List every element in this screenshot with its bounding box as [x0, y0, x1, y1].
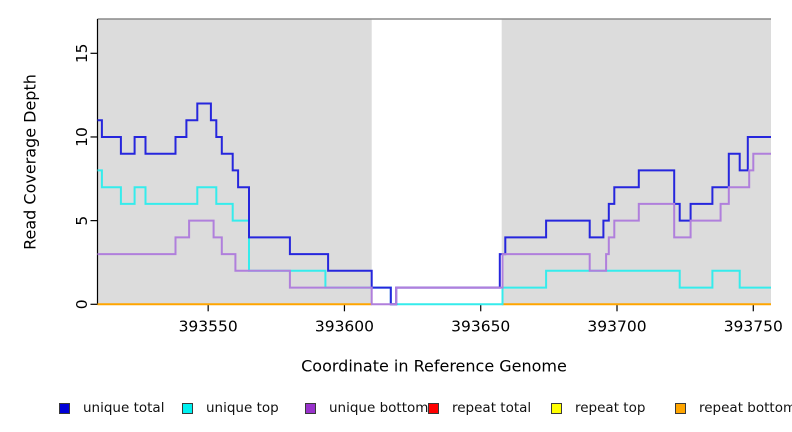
x-tick-label: 393550	[179, 317, 238, 335]
legend: unique total unique top unique bottom repea…	[0, 398, 792, 424]
legend-swatch	[675, 402, 686, 414]
legend-label: unique bottom	[329, 400, 429, 416]
legend-label: unique total	[83, 400, 165, 416]
x-tick-label: 393700	[587, 317, 646, 335]
y-axis-label: Read Coverage Depth	[20, 74, 40, 250]
legend-label: repeat total	[452, 400, 532, 416]
x-axis-label: Coordinate in Reference Genome	[301, 356, 567, 376]
legend-item: repeat bottom	[675, 398, 792, 418]
legend-swatch	[305, 402, 316, 414]
y-tick-label: 5	[73, 216, 91, 226]
y-tick-label: 0	[73, 299, 91, 309]
y-tick-label: 15	[73, 43, 91, 63]
legend-label: unique top	[206, 400, 279, 416]
x-tick-label: 393750	[724, 317, 783, 335]
legend-label: repeat bottom	[699, 400, 792, 416]
legend-swatch	[59, 402, 70, 414]
legend-swatch	[182, 402, 193, 414]
legend-item: unique top	[182, 398, 279, 418]
legend-swatch	[428, 402, 439, 414]
y-tick-label: 10	[73, 127, 91, 147]
series-unique-bottom-line	[97, 152, 771, 306]
legend-swatch	[551, 402, 562, 414]
legend-item: unique total	[59, 398, 164, 418]
legend-item: unique bottom	[305, 398, 428, 418]
legend-label: repeat top	[575, 400, 646, 416]
right-gray-region	[501, 19, 771, 305]
x-tick-label: 393650	[451, 317, 510, 335]
x-tick-label: 393600	[315, 317, 374, 335]
legend-item: repeat top	[551, 398, 645, 418]
series-unique-total-line	[97, 102, 771, 306]
legend-item: repeat total	[428, 398, 531, 418]
series-unique-top-line	[97, 169, 771, 306]
